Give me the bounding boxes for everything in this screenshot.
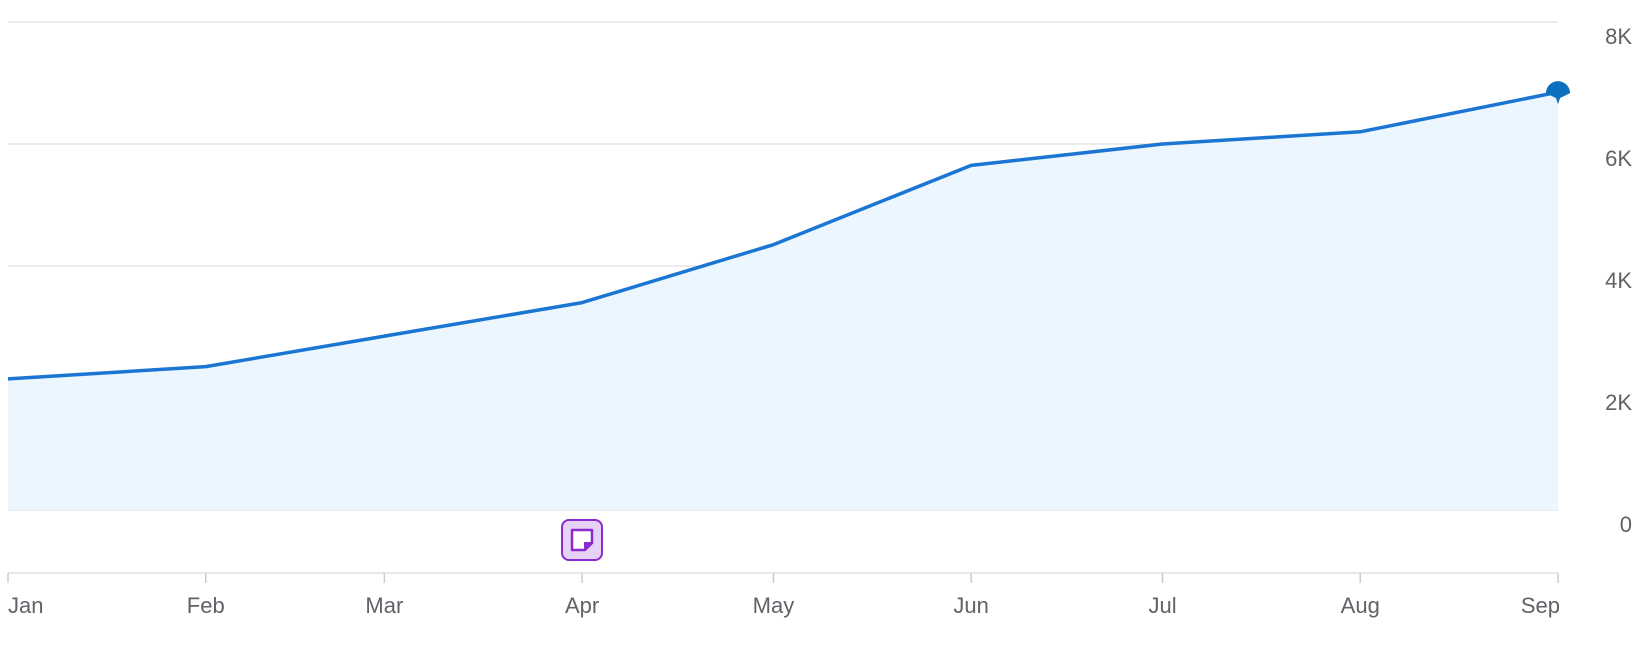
y-tick-label: 6K [1605, 146, 1632, 171]
x-tick-label: Jun [953, 593, 988, 618]
x-tick-label: Sep [1521, 593, 1560, 618]
line [7, 90, 1559, 381]
plot: 0 2K 4K 6K 8K Jan Feb Mar Apr May Jun Jul Aug Sep [7, 21, 1632, 618]
x-tick-label: Jan [8, 593, 43, 618]
x-tick-label: Feb [187, 593, 225, 618]
annotation-marker[interactable] [561, 519, 603, 561]
y-tick-label: 0 [1620, 512, 1632, 537]
x-tick-label: Jul [1148, 593, 1176, 618]
x-tick-label: Apr [565, 593, 599, 618]
end-pin [1546, 81, 1570, 105]
x-tick-label: Mar [365, 593, 403, 618]
y-tick-label: 2K [1605, 390, 1632, 415]
y-tick-label: 8K [1605, 24, 1632, 49]
pin-head [1546, 81, 1570, 105]
group [7, 81, 1570, 511]
group: 0 2K 4K 6K 8K Jan Feb Mar Apr May Jun Jul Aug Sep [7, 24, 1632, 618]
y-tick-label: 4K [1605, 268, 1632, 293]
x-tick-label: May [753, 593, 795, 618]
x-tick-label: Aug [1341, 593, 1380, 618]
area-fill [8, 92, 1558, 511]
